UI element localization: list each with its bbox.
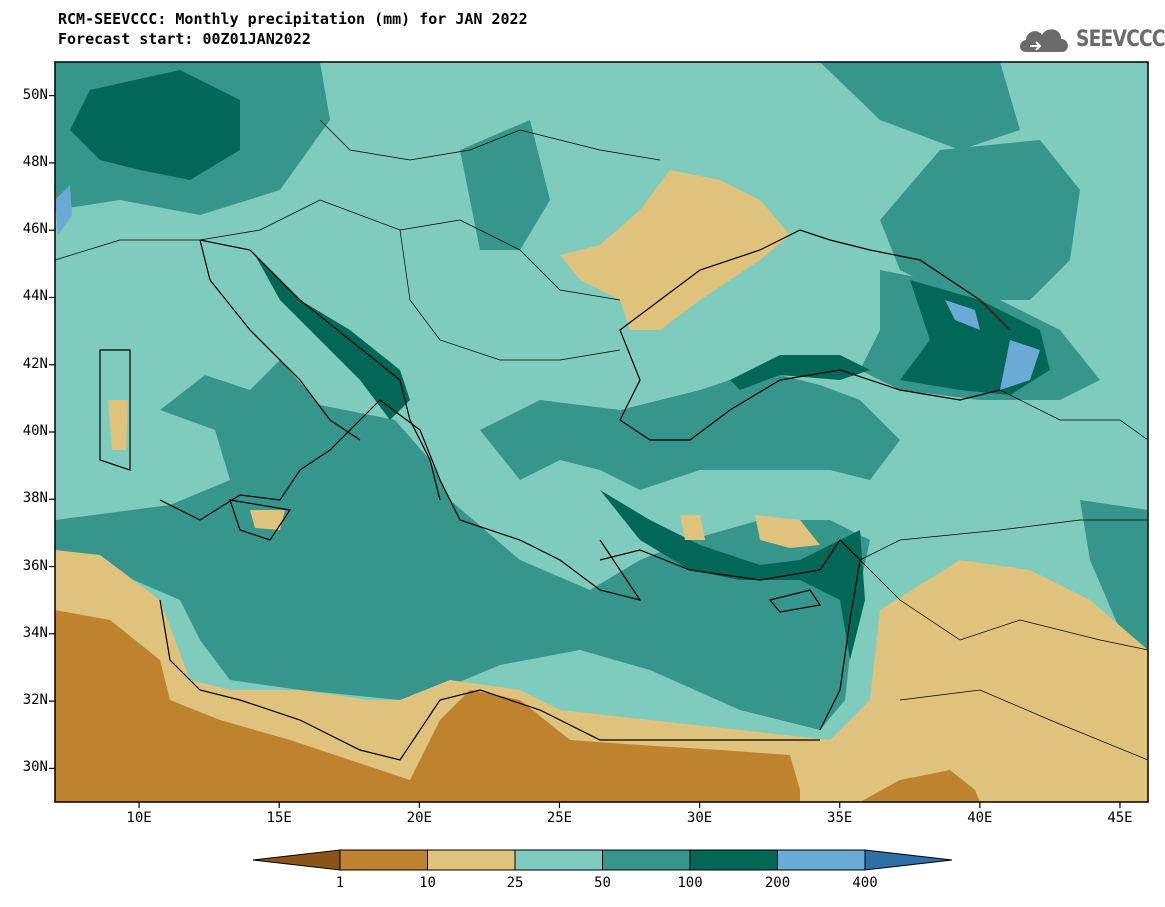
north-africa-10-25 <box>55 550 1148 802</box>
forecast-start-label: Forecast start: 00Z01JAN2022 <box>58 30 311 48</box>
lon-label: 25E <box>546 810 573 826</box>
lat-label: 46N <box>22 221 48 238</box>
caucasus-west-200-400 <box>945 300 980 330</box>
lon-label: 35E <box>827 810 853 826</box>
libya-1-10 <box>55 610 800 802</box>
colorbar-segment <box>427 849 516 871</box>
colorbar-segment <box>252 849 341 871</box>
lon-label: 20E <box>406 810 432 826</box>
colorbar-label: 10 <box>419 875 436 891</box>
ukraine-10-25 <box>560 170 790 330</box>
cloud-icon <box>1020 29 1068 52</box>
colorbar-segment <box>514 849 603 871</box>
sardinia-10-25 <box>108 400 128 450</box>
lat-label: 32N <box>22 692 48 709</box>
lon-label: 30E <box>686 810 713 826</box>
turkey-coast-100-200 <box>600 490 865 660</box>
lat-label: 42N <box>22 355 48 372</box>
alps-west-200-400 <box>55 185 72 235</box>
lat-label: 40N <box>22 423 48 439</box>
adriatic-100-200 <box>255 255 410 420</box>
caucasus-200-400 <box>1000 340 1040 390</box>
axis-ticks <box>49 95 1121 808</box>
carpathian-50-100 <box>460 120 550 250</box>
anatolia-50-100 <box>480 370 900 490</box>
country-borders <box>55 119 1148 761</box>
coastlines <box>99 229 1011 761</box>
colorbar-label: 400 <box>852 875 878 891</box>
colorbar-label: 200 <box>764 875 791 891</box>
lon-label: 10E <box>126 810 152 826</box>
lat-label: 44N <box>22 288 48 305</box>
lon-label: 15E <box>266 810 292 826</box>
north-50-100 <box>820 62 1020 150</box>
logo-text: SEEVCCC <box>1076 26 1165 52</box>
lon-label: 40E <box>967 810 993 826</box>
lat-label: 30N <box>22 759 48 776</box>
colorbar-label: 1 <box>335 875 345 891</box>
lat-label: 50N <box>22 86 48 103</box>
anatolia-south-10-25 <box>755 515 820 548</box>
colorbar-label: 25 <box>506 875 524 891</box>
sicily-10-25 <box>250 510 285 530</box>
lon-label: 45E <box>1107 810 1133 826</box>
colorbar-segment <box>864 849 953 871</box>
seevccc-logo: SEEVCCC <box>1016 22 1165 56</box>
east-desert-1-10 <box>860 770 980 802</box>
colorbar-label: 100 <box>677 875 703 891</box>
anatolia-10-25 <box>680 515 705 540</box>
colorbar-segment <box>339 849 428 871</box>
lat-label: 38N <box>22 490 48 507</box>
east-50-100 <box>1080 500 1148 650</box>
colorbar-label: 50 <box>594 875 611 891</box>
lat-label: 48N <box>22 153 48 170</box>
lat-label: 34N <box>22 624 48 641</box>
alps-100-200 <box>70 70 240 180</box>
colorbar <box>252 849 953 871</box>
lat-label: 36N <box>22 557 48 574</box>
colorbar-segment <box>777 849 866 871</box>
colorbar-segment <box>602 849 691 871</box>
black-sea-coast-100-200 <box>730 355 870 390</box>
map-title: RCM-SEEVCCC: Monthly precipitation (mm) … <box>58 10 528 28</box>
caucasus-north-50-100 <box>880 140 1080 300</box>
colorbar-segment <box>689 849 778 871</box>
mediterranean-50-100 <box>55 360 870 730</box>
